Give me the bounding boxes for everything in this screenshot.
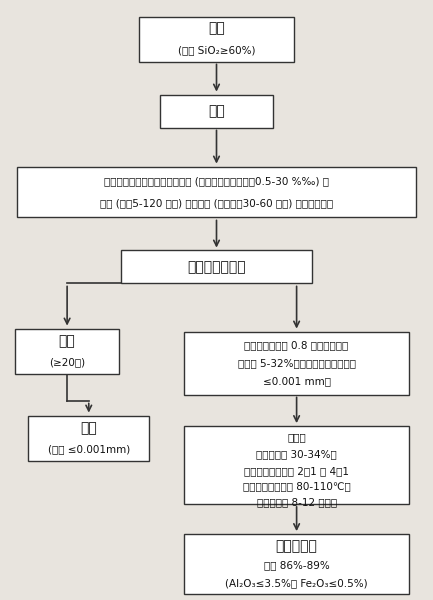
- Text: 加还原性分散剂草酸盐或磷酸盐 (用量为确藻土重量的0.5-30 %‰) 与: 加还原性分散剂草酸盐或磷酸盐 (用量为确藻土重量的0.5-30 %‰) 与: [104, 176, 329, 186]
- Text: (粒径 ≤0.001mm): (粒径 ≤0.001mm): [48, 444, 130, 454]
- Text: 尾矿: 尾矿: [81, 421, 97, 436]
- Text: (Al₂O₃≤3.5%， Fe₂O₃≤0.5%): (Al₂O₃≤3.5%， Fe₂O₃≤0.5%): [225, 578, 368, 588]
- FancyBboxPatch shape: [17, 166, 416, 217]
- FancyBboxPatch shape: [121, 250, 312, 283]
- FancyBboxPatch shape: [184, 426, 409, 504]
- FancyBboxPatch shape: [15, 329, 119, 373]
- Text: 浓度为 5-32%，分离除去涂层的粒径: 浓度为 5-32%，分离除去涂层的粒径: [238, 358, 355, 368]
- Text: 打浆: 打浆: [208, 104, 225, 118]
- FancyBboxPatch shape: [139, 16, 294, 61]
- FancyBboxPatch shape: [184, 534, 409, 594]
- Text: 原土: 原土: [208, 21, 225, 35]
- Text: 通蒸汽加热温度为 80-110℃，: 通蒸汽加热温度为 80-110℃，: [243, 482, 350, 491]
- FancyBboxPatch shape: [160, 94, 273, 127]
- Text: 机械分离（水头 0.8 米以上，矿浆: 机械分离（水头 0.8 米以上，矿浆: [245, 340, 349, 350]
- Text: 煮煮 (时间5-120 分钟) 或超声波 (分散时间30-60 分钟) 组合强力分散: 煮煮 (时间5-120 分钟) 或超声波 (分散时间30-60 分钟) 组合强力…: [100, 198, 333, 208]
- Text: 水力旋流器分离: 水力旋流器分离: [187, 260, 246, 274]
- Text: (≥20目): (≥20目): [49, 357, 85, 367]
- Text: (原土 SiO₂≥60%): (原土 SiO₂≥60%): [178, 45, 255, 55]
- Text: 确酸液度为 30-34%，: 确酸液度为 30-34%，: [256, 449, 337, 459]
- FancyBboxPatch shape: [28, 415, 149, 461]
- Text: ≤0.001 mm）: ≤0.001 mm）: [262, 376, 331, 386]
- Text: 酸洗：: 酸洗：: [287, 433, 306, 442]
- FancyBboxPatch shape: [184, 331, 409, 395]
- Text: 得率 86%-89%: 得率 86%-89%: [264, 560, 330, 570]
- Text: 加热时间为 8-12 小时。: 加热时间为 8-12 小时。: [256, 497, 337, 507]
- Text: 精制确藻土: 精制确藻土: [276, 539, 317, 553]
- Text: 重砂: 重砂: [59, 334, 75, 349]
- Text: 酸：土的重量比为 2：1 至 4：1: 酸：土的重量比为 2：1 至 4：1: [244, 466, 349, 476]
